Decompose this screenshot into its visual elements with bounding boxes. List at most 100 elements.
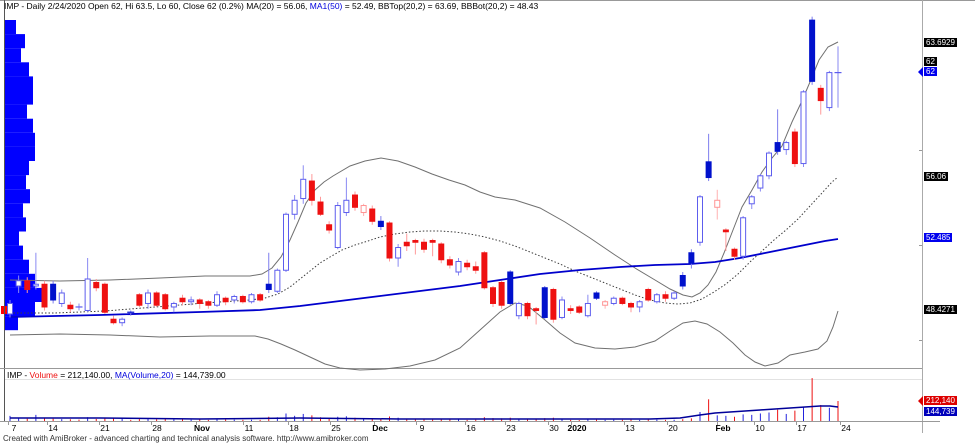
price-axis-value-label-arrow (918, 67, 923, 77)
volume-axis-value-label-arrow (918, 396, 923, 406)
volume-by-price-bar (5, 118, 33, 133)
candle-body (541, 287, 548, 318)
volume-by-price-bar (5, 34, 25, 49)
candle-body (188, 299, 195, 303)
volume-by-price-bar (5, 189, 30, 204)
candle-body (826, 72, 833, 109)
candle-body (283, 213, 289, 271)
date-axis-label: 24 (841, 423, 851, 433)
volume-by-price-bar (5, 316, 18, 331)
candle-body (395, 247, 402, 259)
candle-body (196, 299, 203, 304)
candle-body (67, 304, 74, 310)
candle-body (291, 199, 298, 215)
price-axis-value-label: 48.4271 (924, 305, 957, 314)
volume-by-price-bar (5, 62, 29, 77)
date-axis-label: 14 (48, 423, 58, 433)
candle-body (15, 280, 22, 287)
candle-body (722, 229, 729, 233)
candle-body (731, 248, 738, 257)
candle-body (481, 252, 488, 289)
volume-by-price-bar (5, 104, 27, 119)
candle-body (576, 306, 583, 313)
candle-body (239, 295, 246, 303)
candle-body (170, 302, 177, 308)
candle-body (386, 222, 393, 259)
date-axis-label: 2020 (567, 423, 587, 433)
candle-body (472, 266, 479, 271)
date-axis-label: Feb (715, 423, 731, 433)
candle-body (455, 261, 462, 273)
volume-by-price-bar (5, 161, 29, 176)
candle-body (498, 281, 505, 306)
candle-body (93, 281, 100, 289)
candle-body (490, 287, 496, 304)
candle-body (817, 87, 824, 102)
candle-body (783, 142, 790, 151)
candle-body (412, 240, 419, 243)
date-axis-label: 11 (244, 423, 254, 433)
candle-body (334, 205, 341, 249)
candle-body (567, 308, 574, 311)
volume-title-value: = 212,140.00, (57, 370, 115, 380)
candle-body (507, 271, 514, 304)
candle-body (559, 299, 565, 318)
candle-body (421, 241, 427, 250)
candle-body (360, 205, 367, 214)
candle-body (101, 283, 108, 313)
candle-body (688, 252, 695, 264)
candle-body (429, 240, 436, 243)
volume-pane-title: IMP - Volume = 212,140.00, MA(Volume,20)… (7, 370, 226, 380)
date-axis-label: 20 (668, 423, 678, 433)
volume-title-ma-label: MA(Volume,20) (114, 370, 174, 380)
candle-body (145, 292, 151, 304)
volume-by-price-bar (5, 48, 21, 63)
amibroker-credit-line: Created with AmiBroker - advanced charti… (3, 434, 369, 443)
candle-body (748, 196, 755, 205)
candle-body (403, 241, 410, 247)
candle-body (774, 142, 781, 152)
date-axis-label: 18 (289, 423, 299, 433)
candle-body (662, 294, 669, 299)
candle-body (524, 302, 531, 317)
price-axis-value-label: 56.06 (924, 172, 949, 181)
candle-body (705, 161, 712, 179)
candle-body (300, 178, 307, 200)
candle-body (248, 294, 255, 303)
candle-body (119, 318, 126, 324)
candle-body (308, 180, 315, 201)
candle-body (222, 297, 229, 303)
date-axis-label: 23 (506, 423, 516, 433)
volume-by-price-bar (5, 76, 33, 91)
candle-body (274, 269, 281, 292)
candle-body (791, 131, 798, 165)
volume-by-price-bar (5, 245, 23, 260)
candle-body (343, 199, 350, 214)
candle-body (41, 283, 48, 308)
date-axis-label: 17 (797, 423, 807, 433)
candle-body (809, 19, 816, 82)
candle-body (7, 302, 13, 315)
volume-ma-line (10, 405, 839, 420)
candle-body (58, 292, 65, 304)
candle-body (136, 294, 143, 306)
candle-body (679, 274, 686, 287)
candle-body (438, 243, 445, 261)
volume-title-ma-value: = 144,739.00 (173, 370, 226, 380)
title-bands-text: = 52.49, BBTop(20,2) = 63.69, BBBot(20,2… (342, 1, 539, 11)
date-axis-label: 25 (331, 423, 341, 433)
candle-body (550, 288, 557, 320)
volume-by-price-bar (5, 146, 35, 161)
candle-body (446, 259, 453, 266)
volume-title-symbol: IMP - (7, 370, 30, 380)
candle-body (740, 217, 747, 257)
volume-by-price-bar (5, 20, 16, 35)
candle-body (326, 224, 333, 231)
date-axis-label: 7 (11, 423, 17, 433)
candle-body (714, 199, 721, 208)
candle-body (179, 297, 186, 303)
candle-body (110, 318, 117, 324)
volume-title-volume-label: Volume (29, 370, 58, 380)
candle-body (50, 283, 57, 301)
candle-body (205, 301, 212, 306)
